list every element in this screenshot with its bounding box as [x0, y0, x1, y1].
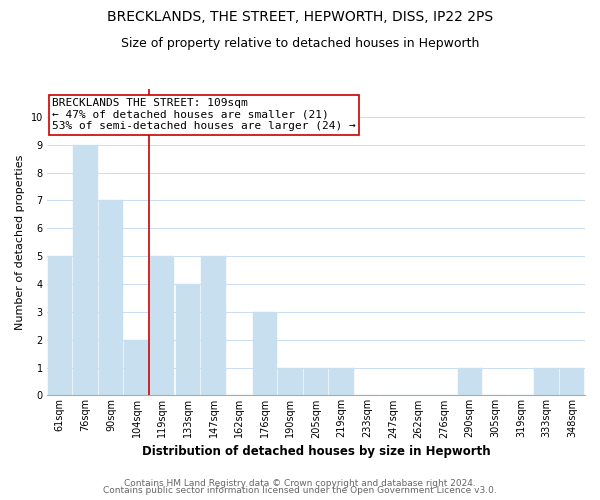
Bar — [124, 340, 149, 396]
Bar — [458, 368, 482, 396]
Bar — [73, 144, 98, 396]
Bar — [253, 312, 277, 396]
X-axis label: Distribution of detached houses by size in Hepworth: Distribution of detached houses by size … — [142, 444, 490, 458]
Text: BRECKLANDS THE STREET: 109sqm
← 47% of detached houses are smaller (21)
53% of s: BRECKLANDS THE STREET: 109sqm ← 47% of d… — [52, 98, 356, 132]
Bar — [202, 256, 226, 396]
Bar — [329, 368, 354, 396]
Text: Size of property relative to detached houses in Hepworth: Size of property relative to detached ho… — [121, 38, 479, 51]
Bar — [150, 256, 175, 396]
Bar — [560, 368, 584, 396]
Y-axis label: Number of detached properties: Number of detached properties — [15, 154, 25, 330]
Bar — [278, 368, 302, 396]
Bar — [47, 256, 72, 396]
Bar — [99, 200, 123, 396]
Bar — [535, 368, 559, 396]
Text: Contains public sector information licensed under the Open Government Licence v3: Contains public sector information licen… — [103, 486, 497, 495]
Bar — [304, 368, 328, 396]
Text: Contains HM Land Registry data © Crown copyright and database right 2024.: Contains HM Land Registry data © Crown c… — [124, 478, 476, 488]
Text: BRECKLANDS, THE STREET, HEPWORTH, DISS, IP22 2PS: BRECKLANDS, THE STREET, HEPWORTH, DISS, … — [107, 10, 493, 24]
Bar — [176, 284, 200, 396]
